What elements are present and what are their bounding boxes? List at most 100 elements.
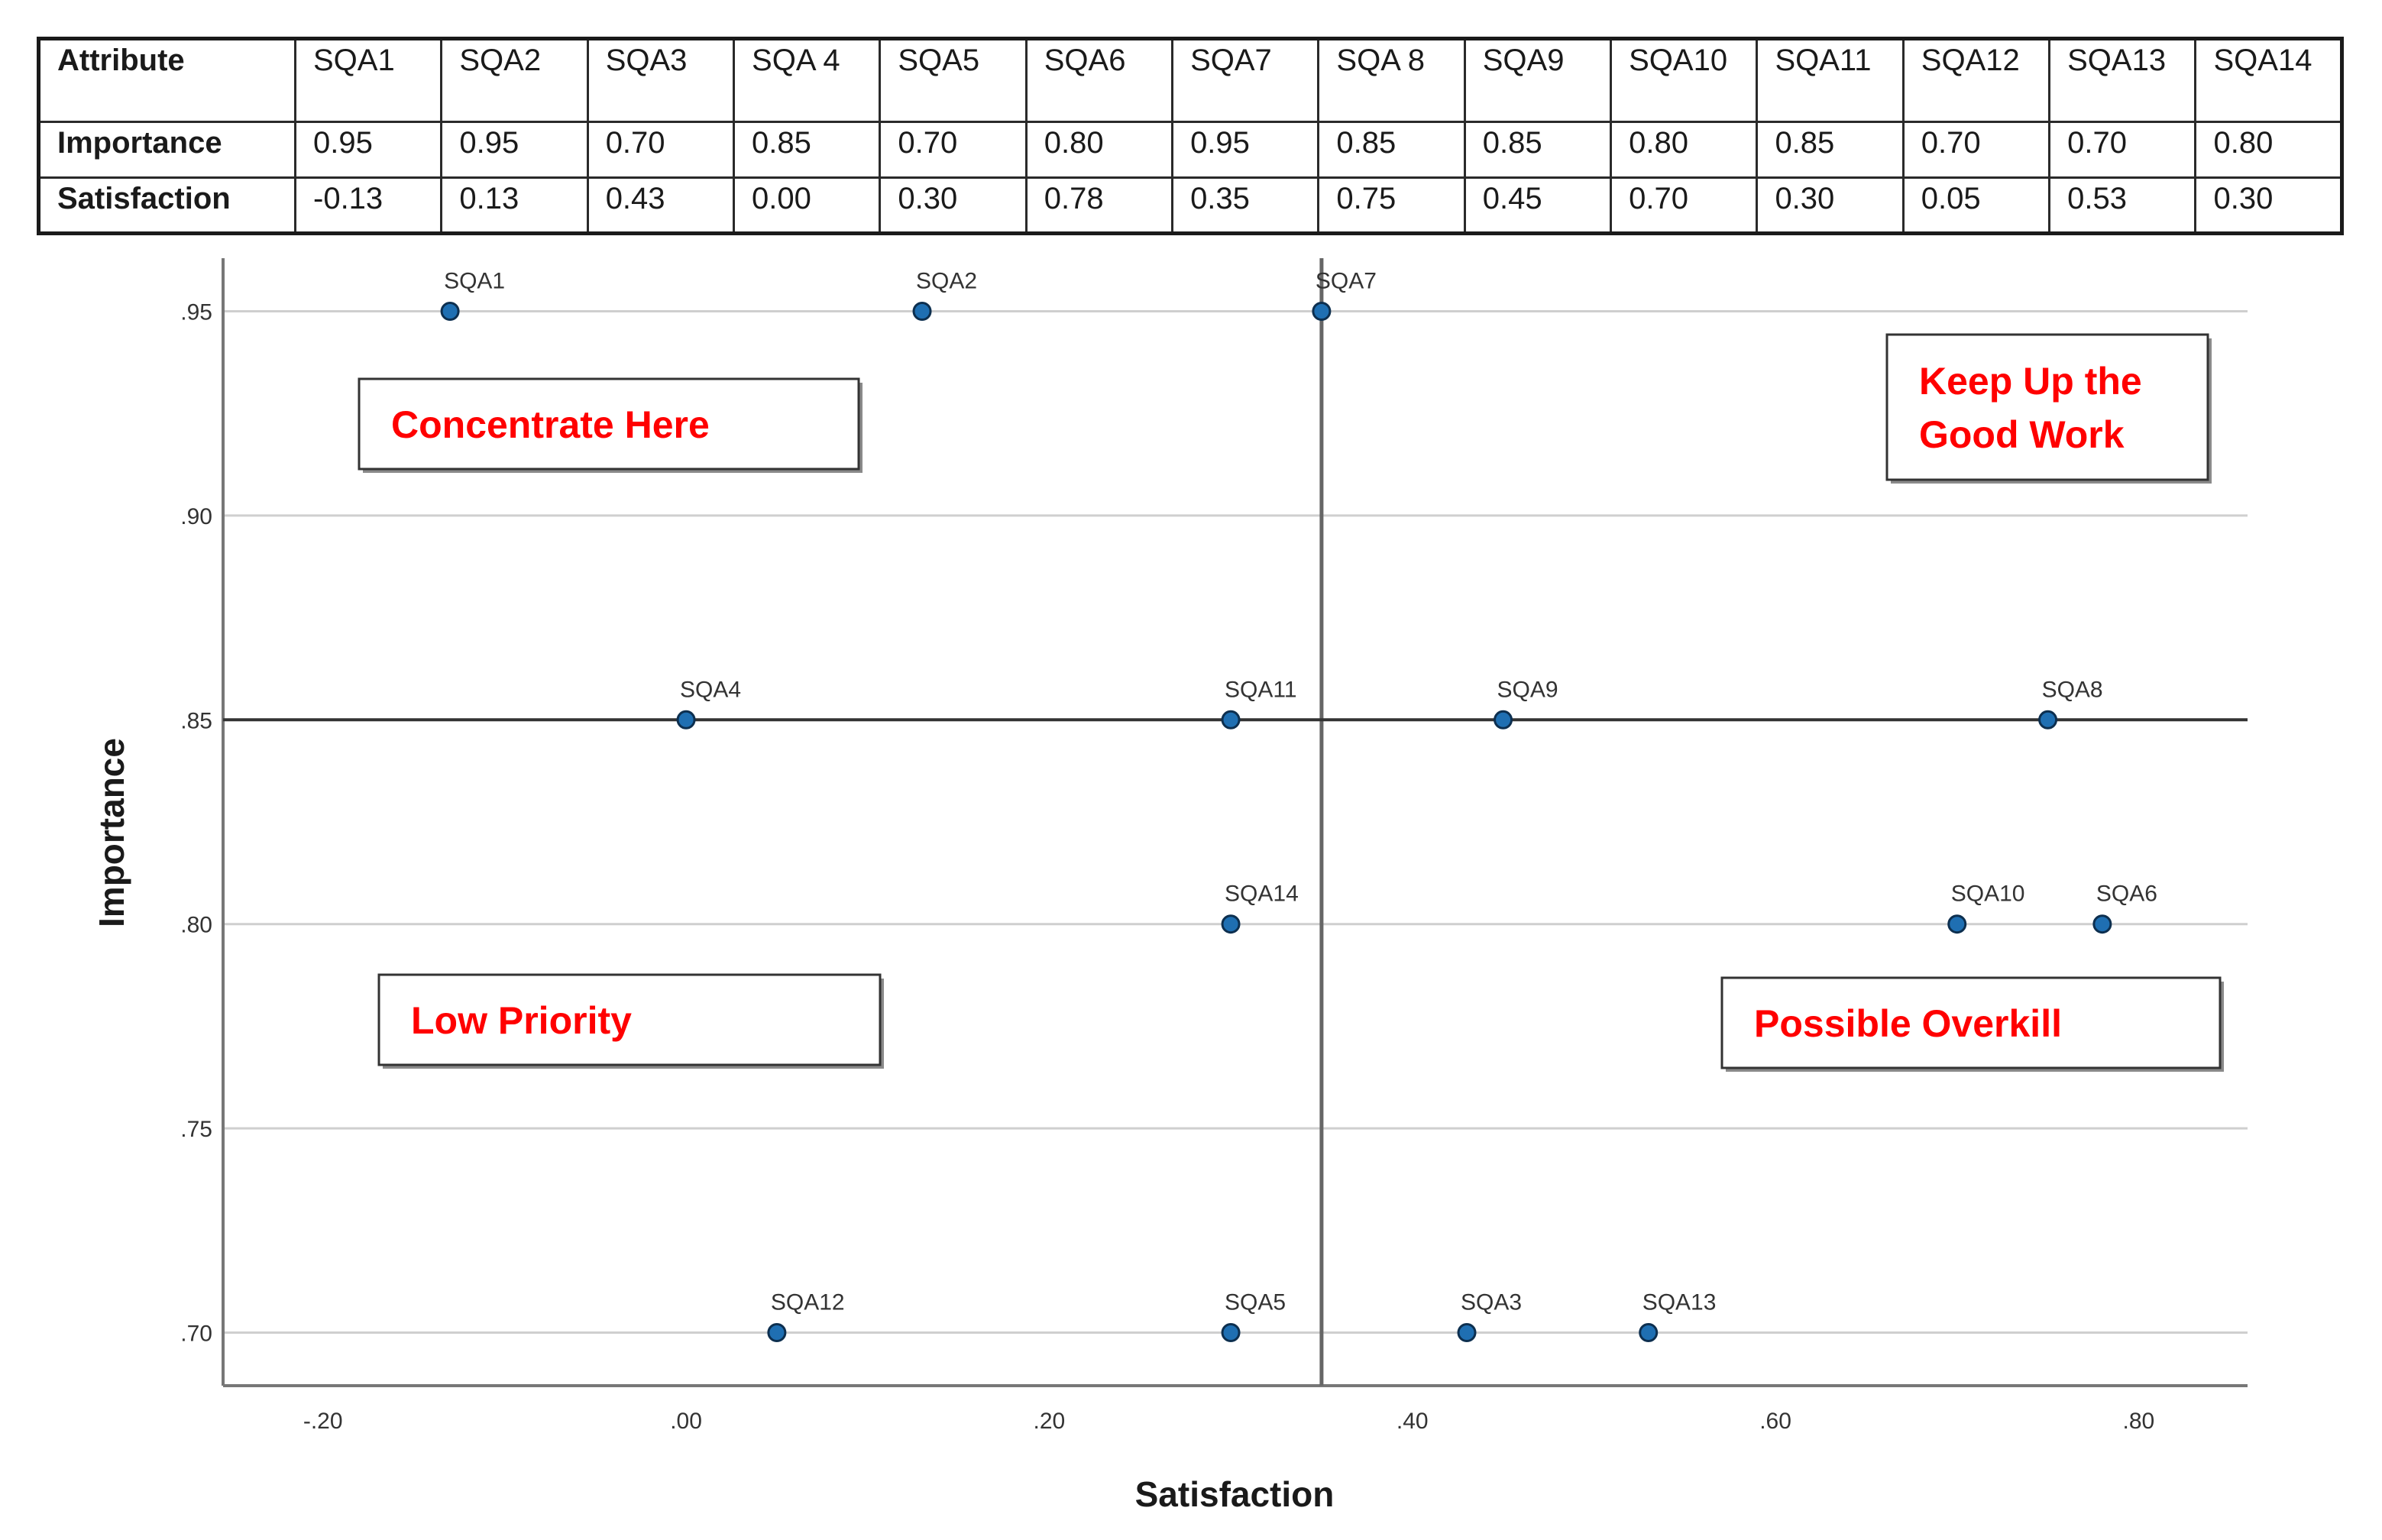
data-point [1639,1322,1659,1342]
importance-cell: 0.80 [1024,121,1174,180]
importance-cell: 0.85 [1463,121,1613,180]
point-label: SQA6 [2096,882,2157,907]
importance-cell: 0.70 [2048,121,2197,180]
satisfaction-cell: 0.13 [440,176,589,235]
satisfaction-cell: -0.13 [293,176,443,235]
low-priority-annotation: Low Priority [377,973,884,1069]
y-tick-label: .95 [180,300,212,325]
annotation-text: Keep Up the [1919,360,2142,403]
importance-cell: 0.85 [1317,121,1466,180]
data-point [1947,914,1967,934]
point-label: SQA1 [444,269,505,294]
attribute-column-header: SQA6 [1024,37,1174,124]
annotation-box [1720,976,2222,1069]
axes [222,258,2248,1387]
data-point [1457,1322,1477,1342]
tick-labels: .95 .90 .85 .80 .75 .70 -.20 .00 .20 .40 .60 .80 [180,300,2154,1434]
annotation-text: Good Work [1919,413,2125,456]
x-tick-label: .40 [1397,1409,1429,1434]
data-point [912,302,932,322]
possible-overkill-annotation: Possible Overkill [1720,976,2224,1072]
annotation-box [377,973,882,1066]
importance-cell: 0.85 [733,121,882,180]
attribute-column-header: SQA11 [1756,37,1905,124]
point-label: SQA12 [771,1289,845,1315]
data-point [2092,914,2112,934]
point-label: SQA10 [1951,882,2025,907]
attribute-column-header: SQA9 [1463,37,1613,124]
importance-cell: 0.85 [1756,121,1905,180]
importance-cell: 0.95 [293,121,443,180]
attribute-column-header: SQA 8 [1317,37,1466,124]
satisfaction-cell: 0.43 [586,176,736,235]
point-label: SQA2 [916,269,977,294]
importance-cell: 0.70 [879,121,1028,180]
attribute-column-header: SQA10 [1610,37,1759,124]
annotation-text: Low Priority [411,999,632,1042]
importance-cell: 0.70 [1901,121,2051,180]
attribute-column-header: SQA14 [2194,37,2343,124]
y-axis-title: Importance [92,738,131,927]
point-label: SQA9 [1497,677,1558,702]
x-axis-title: Satisfaction [1135,1474,1335,1514]
satisfaction-cell: 0.45 [1463,176,1613,235]
attribute-column-header: SQA1 [293,37,443,124]
satisfaction-row: Satisfaction -0.13 0.13 0.43 0.00 0.30 0.78 0.… [37,176,2343,235]
attribute-column-header: SQA2 [440,37,589,124]
point-label: SQA8 [2042,677,2103,702]
quadrant-annotations: Concentrate Here Keep Up the Good Work Low … [358,333,2224,1072]
point-label: SQA14 [1225,882,1299,907]
satisfaction-cell: 0.53 [2048,176,2197,235]
x-tick-label: .00 [670,1409,702,1434]
data-point [1494,710,1513,730]
attribute-column-header: SQA13 [2048,37,2197,124]
attribute-table: Attribute SQA1 SQA2 SQA3 SQA 4 SQA5 SQA6 SQA7 S… [37,37,2344,235]
importance-cell: 0.80 [2194,121,2343,180]
annotation-box [1885,333,2209,481]
importance-cell: 0.70 [586,121,736,180]
satisfaction-cell: 0.70 [1610,176,1759,235]
y-tick-label: .75 [180,1117,212,1142]
attribute-header-label: Attribute [37,37,296,124]
point-label: SQA4 [680,677,741,702]
attribute-header-row: Attribute SQA1 SQA2 SQA3 SQA 4 SQA5 SQA6 SQA7 S… [37,37,2343,124]
data-points: SQA1 SQA2 SQA3 SQA4 SQA5 SQA6 SQA7 SQA8 SQA9 SQA1… [440,269,2157,1342]
satisfaction-cell: 0.00 [733,176,882,235]
x-tick-label: .20 [1034,1409,1066,1434]
satisfaction-cell: 0.30 [2194,176,2343,235]
data-point [1221,710,1241,730]
attribute-column-header: SQA3 [586,37,736,124]
keep-up-good-work-annotation: Keep Up the Good Work [1885,333,2212,484]
satisfaction-cell: 0.05 [1901,176,2051,235]
y-tick-label: .90 [180,504,212,529]
point-label: SQA3 [1461,1289,1522,1315]
satisfaction-cell: 0.75 [1317,176,1466,235]
concentrate-here-annotation: Concentrate Here [358,377,863,473]
attribute-column-header: SQA 4 [733,37,882,124]
importance-cell: 0.95 [440,121,589,180]
data-point [2038,710,2058,730]
y-tick-label: .70 [180,1321,212,1346]
annotation-text: Possible Overkill [1754,1002,2062,1045]
y-tick-label: .80 [180,913,212,938]
x-tick-label: .80 [2123,1409,2155,1434]
importance-row-label: Importance [37,121,296,180]
importance-cell: 0.80 [1610,121,1759,180]
satisfaction-row-label: Satisfaction [37,176,296,235]
annotation-text: Concentrate Here [391,403,710,446]
importance-row: Importance 0.95 0.95 0.70 0.85 0.70 0.80 0.95 0… [37,121,2343,180]
data-point [1221,914,1241,934]
point-label: SQA13 [1642,1289,1717,1315]
satisfaction-cell: 0.30 [879,176,1028,235]
data-point [1312,302,1332,322]
point-label: SQA5 [1225,1289,1286,1315]
satisfaction-cell: 0.30 [1756,176,1905,235]
point-label: SQA11 [1225,677,1297,702]
attribute-column-header: SQA12 [1901,37,2051,124]
attribute-column-header: SQA7 [1171,37,1320,124]
data-point [767,1322,787,1342]
data-point [676,710,696,730]
data-point [440,302,460,322]
point-label: SQA7 [1316,269,1377,294]
